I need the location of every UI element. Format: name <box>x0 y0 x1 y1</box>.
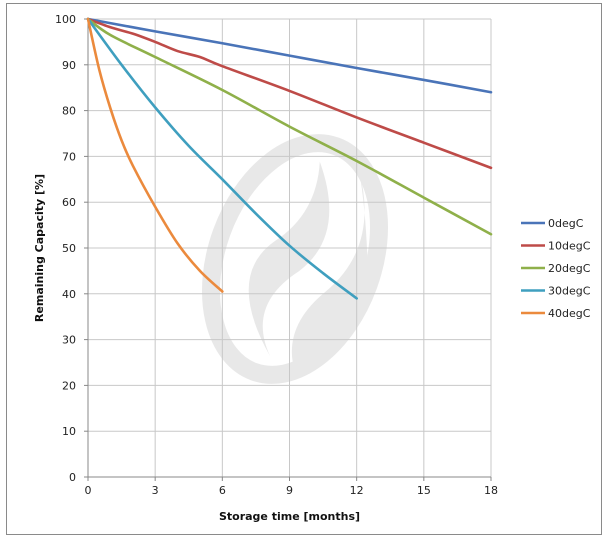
y-tick-label: 50 <box>62 242 76 255</box>
y-tick-labels: 0 10 20 30 40 50 60 70 80 90 100 <box>55 13 76 484</box>
y-tick-label: 100 <box>55 13 76 26</box>
legend-label: 30degC <box>548 285 591 298</box>
y-tick-label: 20 <box>62 379 76 392</box>
y-tick-label: 30 <box>62 334 76 347</box>
watermark-logo <box>201 134 389 384</box>
x-tick-label: 6 <box>219 484 226 497</box>
legend-label: 20degC <box>548 262 591 275</box>
y-axis-title: Remaining Capacity [%] <box>33 174 46 322</box>
gridlines <box>88 18 492 477</box>
x-tick-labels: 0 3 6 9 12 15 18 <box>85 484 499 497</box>
x-axis-title: Storage time [months] <box>219 510 360 523</box>
x-tick-label: 15 <box>417 484 431 497</box>
y-tick-label: 60 <box>62 196 76 209</box>
y-tick-label: 90 <box>62 59 76 72</box>
legend: 0degC 10degC 20degC 30degC 40degC <box>521 217 591 320</box>
legend-label: 10degC <box>548 240 591 253</box>
chart-frame: 0 3 6 9 12 15 18 0 10 20 30 40 50 60 70 80 90 100 0degC 1… <box>6 3 602 535</box>
series-line-30degC <box>86 17 358 300</box>
axes <box>84 18 492 481</box>
series-line-10degC <box>86 17 493 170</box>
y-tick-label: 0 <box>69 471 76 484</box>
x-tick-label: 0 <box>85 484 92 497</box>
y-tick-label: 80 <box>62 105 76 118</box>
x-tick-label: 3 <box>152 484 159 497</box>
y-tick-label: 10 <box>62 425 76 438</box>
series-line-40degC <box>86 17 224 293</box>
series-line-20degC <box>86 17 493 236</box>
x-tick-label: 18 <box>484 484 498 497</box>
y-tick-label: 70 <box>62 150 76 163</box>
y-tick-label: 40 <box>62 288 76 301</box>
x-tick-label: 12 <box>350 484 364 497</box>
series-line-0degC <box>86 17 493 94</box>
legend-label: 40degC <box>548 307 591 320</box>
series-lines <box>86 17 493 300</box>
legend-label: 0degC <box>548 217 584 230</box>
line-chart: 0 3 6 9 12 15 18 0 10 20 30 40 50 60 70 80 90 100 0degC 1… <box>33 13 591 523</box>
x-tick-label: 9 <box>286 484 293 497</box>
